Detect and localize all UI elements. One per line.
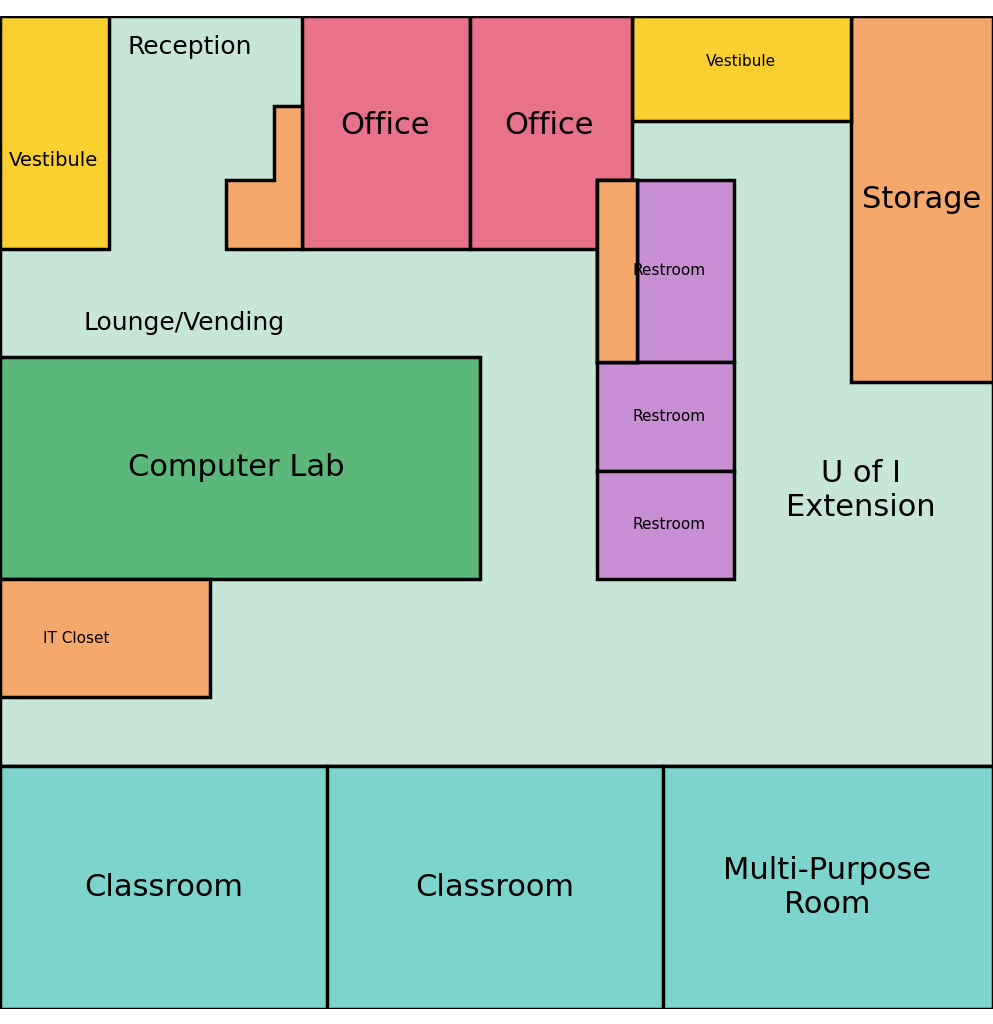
Text: Classroom: Classroom (415, 872, 575, 902)
Bar (0, 697, 993, 766)
Bar (0, 15, 993, 766)
Text: Office: Office (504, 112, 594, 140)
Text: IT Closet: IT Closet (43, 631, 109, 645)
Bar (633, 15, 851, 121)
Text: Restroom: Restroom (633, 263, 705, 279)
Bar (597, 180, 734, 362)
Bar (597, 180, 638, 362)
Bar (0, 357, 480, 579)
Bar (597, 471, 734, 579)
Bar (597, 180, 638, 362)
Bar (0, 766, 993, 1009)
Text: Lounge/Vending: Lounge/Vending (83, 311, 284, 335)
Text: Multi-Purpose
Room: Multi-Purpose Room (723, 856, 931, 919)
Bar (302, 15, 470, 249)
Bar (225, 106, 274, 180)
Text: Office: Office (341, 112, 430, 140)
Text: Restroom: Restroom (633, 517, 705, 532)
Bar (0, 15, 109, 249)
Bar (0, 579, 211, 697)
Text: Vestibule: Vestibule (706, 54, 776, 70)
Text: Storage: Storage (862, 185, 981, 214)
Bar (225, 106, 302, 249)
Bar (0, 579, 993, 697)
Bar (597, 362, 734, 471)
Text: U of I
Extension: U of I Extension (786, 459, 935, 521)
Text: Computer Lab: Computer Lab (127, 454, 344, 482)
Bar (851, 15, 993, 382)
Text: Restroom: Restroom (633, 409, 705, 424)
Polygon shape (225, 106, 302, 249)
Text: Vestibule: Vestibule (9, 151, 98, 170)
Bar (0, 15, 993, 766)
Bar (0, 15, 993, 579)
Bar (470, 15, 633, 249)
Text: Reception: Reception (128, 35, 252, 59)
Text: Classroom: Classroom (84, 872, 243, 902)
Bar (597, 180, 638, 362)
